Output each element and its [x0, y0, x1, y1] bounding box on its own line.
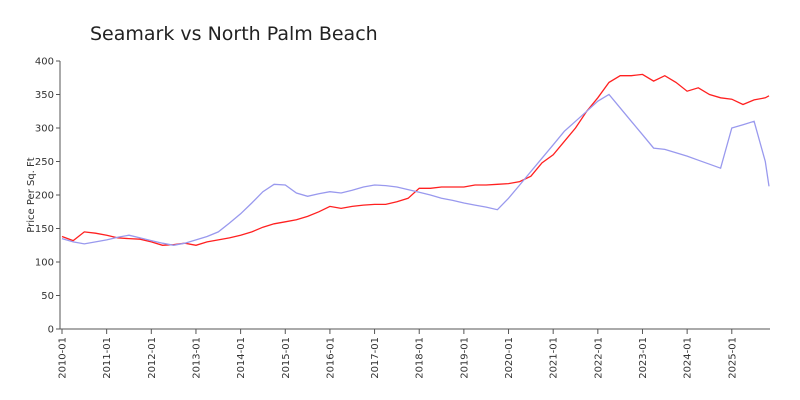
y-tick-label: 350: [35, 90, 54, 101]
series-line: [61, 93, 770, 246]
y-tick-label: 50: [41, 291, 54, 302]
y-tick-label: 300: [35, 124, 54, 135]
y-tick-label: 150: [35, 224, 54, 235]
x-tick-label: 2016-01: [325, 337, 336, 379]
x-tick-label: 2022-01: [593, 337, 604, 379]
x-tick-label: 2014-01: [236, 337, 247, 379]
y-tick-label: 100: [35, 258, 54, 269]
x-tick-label: 2012-01: [147, 337, 158, 379]
x-tick-label: 2025-01: [727, 337, 738, 379]
x-tick-label: 2011-01: [102, 337, 113, 379]
series-line: [61, 73, 770, 246]
y-tick-label: 200: [35, 191, 54, 202]
y-tick-label: 250: [35, 157, 54, 168]
x-tick-label: 2010-01: [58, 337, 69, 379]
y-tick-label: 400: [35, 57, 54, 68]
x-tick-label: 2018-01: [415, 337, 426, 379]
x-tick-label: 2017-01: [370, 337, 381, 379]
x-tick-label: 2019-01: [459, 337, 470, 379]
x-tick-label: 2015-01: [281, 337, 292, 379]
x-tick-label: 2023-01: [638, 337, 649, 379]
chart-title: Seamark vs North Palm Beach: [90, 23, 378, 45]
x-tick-label: 2024-01: [683, 337, 694, 379]
y-axis-label: Price Per Sq. Ft: [26, 157, 37, 232]
y-tick-label: 0: [48, 325, 54, 336]
x-tick-label: 2013-01: [191, 337, 202, 379]
x-tick-label: 2021-01: [549, 337, 560, 379]
x-tick-label: 2020-01: [504, 337, 515, 379]
